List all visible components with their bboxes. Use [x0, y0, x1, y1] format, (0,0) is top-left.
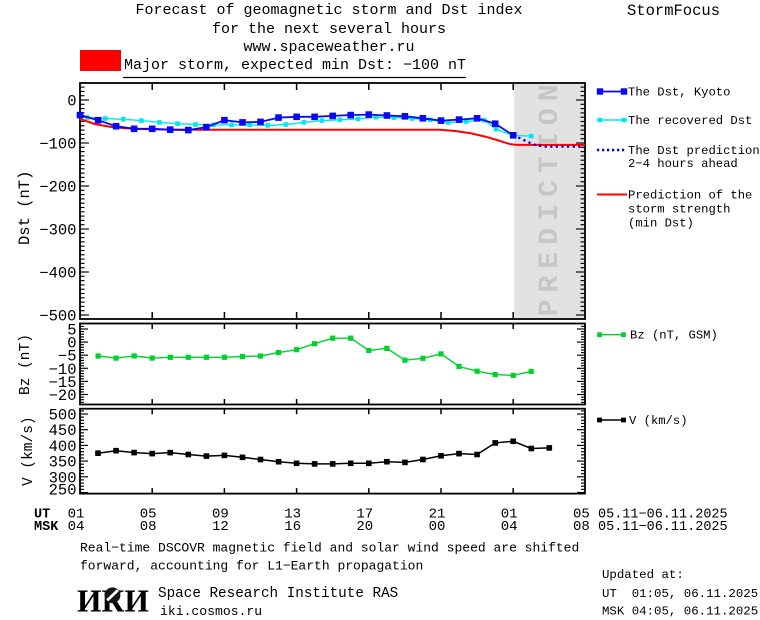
- svg-text:05: 05: [573, 507, 590, 523]
- svg-text:21: 21: [429, 507, 446, 523]
- svg-text:2−4 hours ahead: 2−4 hours ahead: [628, 157, 738, 171]
- svg-text:05: 05: [140, 507, 157, 523]
- svg-text:E: E: [535, 252, 566, 269]
- svg-text:09: 09: [212, 507, 229, 523]
- svg-text:iki.cosmos.ru: iki.cosmos.ru: [160, 604, 262, 619]
- svg-text:C: C: [535, 180, 566, 197]
- svg-text:www.spaceweather.ru: www.spaceweather.ru: [243, 39, 414, 56]
- svg-text:V (km/s): V (km/s): [21, 416, 37, 486]
- svg-text:05.11−06.11.2025: 05.11−06.11.2025: [598, 508, 728, 523]
- svg-text:The recovered Dst: The recovered Dst: [628, 114, 752, 128]
- svg-text:16: 16: [284, 519, 301, 535]
- svg-text:04: 04: [501, 519, 518, 535]
- svg-text:−500: −500: [39, 308, 76, 326]
- svg-text:R: R: [535, 276, 566, 293]
- svg-text:300: 300: [49, 469, 77, 487]
- svg-text:05.11−06.11.2025: 05.11−06.11.2025: [598, 520, 728, 535]
- svg-text:Forecast of geomagnetic storm: Forecast of geomagnetic storm and Dst in…: [135, 2, 522, 19]
- svg-text:Dst (nT): Dst (nT): [16, 171, 34, 245]
- svg-text:Bz (nT): Bz (nT): [18, 334, 34, 395]
- svg-text:00: 00: [429, 519, 446, 535]
- svg-text:400: 400: [49, 438, 77, 456]
- svg-text:01: 01: [501, 507, 518, 523]
- svg-text:P: P: [535, 300, 566, 317]
- svg-text:MSK 04:05, 06.11.2025: MSK 04:05, 06.11.2025: [602, 605, 758, 619]
- svg-text:for the next several hours: for the next several hours: [212, 21, 446, 38]
- svg-text:UT: UT: [34, 508, 50, 523]
- svg-text:08: 08: [573, 519, 590, 535]
- svg-text:17: 17: [356, 507, 373, 523]
- svg-text:20: 20: [356, 519, 373, 535]
- svg-text:N: N: [535, 84, 566, 101]
- svg-text:−15: −15: [49, 374, 77, 392]
- svg-text:−400: −400: [39, 265, 76, 283]
- svg-text:250: 250: [49, 482, 77, 500]
- svg-text:The Dst, Kyoto: The Dst, Kyoto: [628, 86, 730, 100]
- svg-text:I: I: [535, 204, 566, 221]
- svg-text:Major storm, expected min Dst:: Major storm, expected min Dst: −100 nT: [124, 57, 466, 74]
- svg-text:Real−time DSCOVR magnetic fiel: Real−time DSCOVR magnetic field and sola…: [80, 541, 579, 556]
- svg-text:350: 350: [49, 454, 77, 472]
- svg-text:08: 08: [140, 519, 157, 535]
- svg-text:12: 12: [212, 519, 229, 535]
- svg-text:Space Research Institute RAS: Space Research Institute RAS: [158, 586, 398, 602]
- svg-text:450: 450: [49, 422, 77, 440]
- svg-text:UT 01:05, 06.11.2025: UT 01:05, 06.11.2025: [602, 587, 758, 601]
- svg-text:Bz (nT, GSM): Bz (nT, GSM): [630, 329, 718, 343]
- svg-text:−200: −200: [39, 179, 76, 197]
- svg-text:0: 0: [67, 335, 76, 353]
- svg-text:−300: −300: [39, 222, 76, 240]
- svg-text:−20: −20: [49, 387, 77, 405]
- svg-text:13: 13: [284, 507, 301, 523]
- svg-text:−5: −5: [58, 348, 77, 366]
- svg-text:D: D: [535, 228, 566, 245]
- svg-text:T: T: [535, 156, 566, 173]
- svg-text:5: 5: [67, 322, 76, 340]
- svg-text:01: 01: [68, 507, 85, 523]
- svg-text:StormFocus: StormFocus: [627, 2, 720, 20]
- svg-text:storm strength: storm strength: [628, 203, 730, 217]
- svg-text:0: 0: [67, 93, 76, 111]
- svg-text:Prediction of the: Prediction of the: [628, 189, 752, 203]
- svg-text:forward, accounting for L1−Ear: forward, accounting for L1−Earth propaga…: [80, 559, 423, 574]
- svg-text:V (km/s): V (km/s): [629, 414, 688, 428]
- svg-text:500: 500: [49, 407, 77, 425]
- svg-text:04: 04: [68, 519, 85, 535]
- svg-text:O: O: [535, 108, 566, 125]
- svg-text:(min Dst): (min Dst): [628, 217, 694, 231]
- svg-text:MSK: MSK: [34, 520, 59, 535]
- svg-text:Updated at:: Updated at:: [602, 568, 684, 582]
- svg-text:The Dst prediction: The Dst prediction: [628, 144, 760, 158]
- svg-text:−10: −10: [49, 361, 77, 379]
- svg-text:−100: −100: [39, 136, 76, 154]
